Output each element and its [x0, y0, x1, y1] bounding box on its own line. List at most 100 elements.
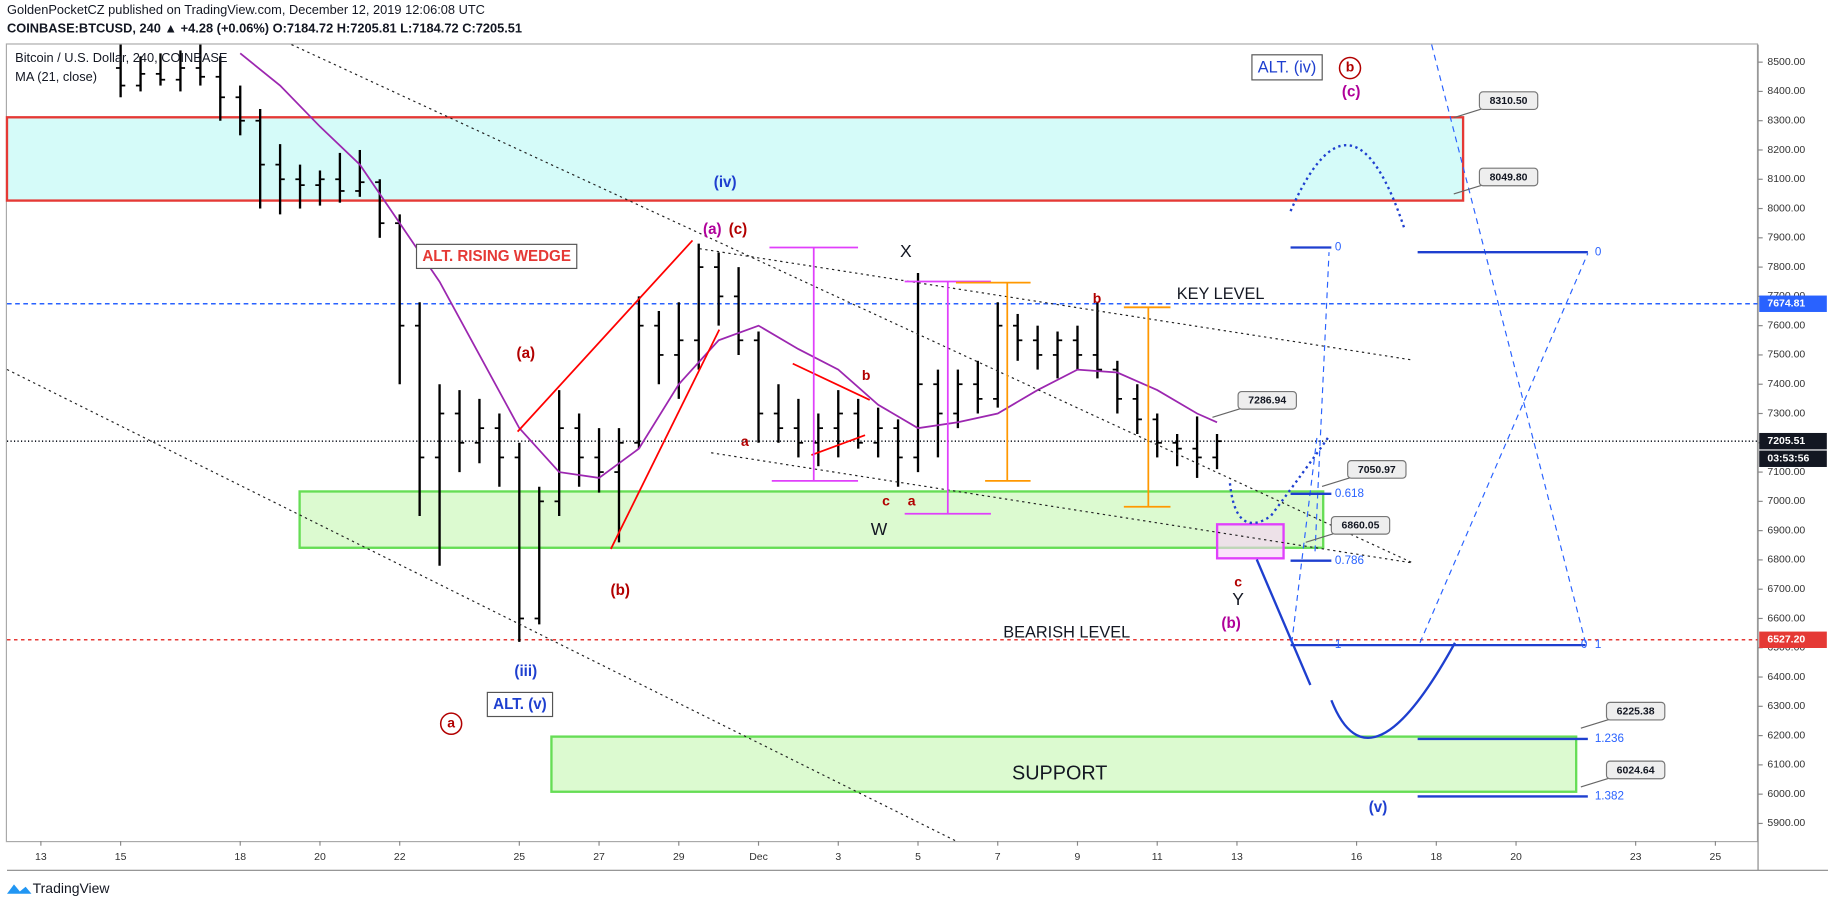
- arrow: [1330, 642, 1456, 739]
- y-tick-label: 8500.00: [1767, 56, 1805, 68]
- y-tick-label: 7000.00: [1767, 495, 1805, 507]
- annotation: (c): [1342, 84, 1361, 101]
- trendline: [6, 368, 957, 842]
- chart-title: Bitcoin / U.S. Dollar, 240, COINBASE: [15, 50, 228, 65]
- x-tick-label: 23: [1630, 851, 1642, 863]
- fib-label: 1.236: [1595, 732, 1624, 745]
- plot: [6, 44, 1759, 642]
- annotation: KEY LEVEL: [1177, 285, 1265, 303]
- indicator-label: MA (21, close): [15, 69, 97, 84]
- logo: [6, 884, 32, 894]
- annotation: ALT. (v): [493, 696, 547, 713]
- annotation: c: [1234, 574, 1242, 590]
- y-tick-label: 8200.00: [1767, 144, 1805, 156]
- trendline: [699, 248, 1414, 361]
- symbol-line: COINBASE:BTCUSD, 240 ▲ +4.28 (+0.06%) O:…: [7, 21, 522, 36]
- annotation-box: [486, 691, 554, 718]
- annotation: a: [741, 433, 749, 449]
- y-tick-label: 7900.00: [1767, 232, 1805, 244]
- arrow: [1255, 559, 1312, 686]
- footer: TradingView: [33, 880, 111, 896]
- x-tick-label: 11: [1152, 851, 1163, 863]
- callout-box: [1605, 760, 1666, 780]
- annotation: ALT. (iv): [1258, 58, 1317, 76]
- callout-label: 8310.50: [1490, 95, 1528, 107]
- fib-label: 0.618: [1335, 487, 1364, 500]
- callout-pointer: [1580, 718, 1612, 729]
- countdown: 03:53:56: [1767, 453, 1809, 465]
- annotation-box: [415, 243, 578, 270]
- callout-label: 8049.80: [1490, 171, 1528, 183]
- y-tick-label: 6700.00: [1767, 583, 1805, 595]
- wedge-line: [811, 434, 866, 456]
- trendline: [711, 452, 1414, 564]
- callout-pointer: [1321, 476, 1353, 487]
- drawings: [6, 44, 1589, 842]
- annotation: (b): [611, 582, 630, 599]
- callout-box: [1478, 167, 1539, 187]
- annotation-circle: [1338, 56, 1362, 80]
- x-tick-label: Dec: [749, 851, 768, 863]
- y-tick-label: 6300.00: [1767, 700, 1805, 712]
- x-tick-label: 13: [1231, 851, 1243, 863]
- x-tick-label: 15: [115, 851, 127, 863]
- wedge-line: [610, 329, 721, 550]
- fib-label: 1: [1335, 638, 1341, 651]
- annotation: Y: [1232, 589, 1244, 609]
- y-tick-label: 7800.00: [1767, 261, 1805, 273]
- y-tick-label: 6800.00: [1767, 554, 1805, 566]
- callout-box: [1347, 460, 1407, 479]
- annotation-circle: [439, 712, 463, 736]
- fib-label: 1.382: [1595, 790, 1624, 803]
- fib-label: 0: [1581, 638, 1588, 651]
- x-tick-label: 20: [1510, 851, 1522, 863]
- fib-label: 1: [1595, 638, 1601, 651]
- annotation: ALT. RISING WEDGE: [422, 248, 571, 265]
- wedge-line: [792, 362, 871, 401]
- price-tag-label: 7205.51: [1767, 435, 1805, 447]
- y-tick-label: 8100.00: [1767, 173, 1805, 185]
- y-tick-label: 8300.00: [1767, 114, 1805, 126]
- x-tick-label: 13: [35, 851, 47, 863]
- x-tick-label: 5: [915, 851, 921, 863]
- callout-box: [1478, 91, 1539, 111]
- callout-pointer: [1305, 532, 1337, 543]
- x-tick-label: 9: [1075, 851, 1081, 863]
- header: GoldenPocketCZ published on TradingView.…: [7, 2, 485, 17]
- annotation: a: [447, 714, 455, 730]
- x-tick-label: 18: [1430, 851, 1442, 863]
- y-tick-label: 6900.00: [1767, 524, 1805, 536]
- y-tick-label: 7100.00: [1767, 466, 1805, 478]
- fib-label: 0: [1595, 245, 1602, 258]
- moving-average: [239, 52, 1218, 479]
- annotation: (iii): [514, 663, 537, 680]
- annotation: b: [1093, 290, 1102, 306]
- callout-pointer: [1580, 776, 1612, 788]
- x-tick-label: 25: [513, 851, 525, 863]
- callout-box: [1330, 515, 1391, 535]
- callout-label: 6860.05: [1342, 520, 1380, 532]
- callout-label: 7286.94: [1248, 395, 1286, 407]
- wedge-line: [516, 239, 694, 433]
- y-tick-label: 5900.00: [1767, 817, 1805, 829]
- callout-box: [1605, 701, 1666, 721]
- annotation: c: [882, 493, 890, 509]
- price-tag-label: 6527.20: [1767, 634, 1805, 646]
- y-tick-label: 6100.00: [1767, 759, 1805, 771]
- price-tag: [1759, 432, 1827, 450]
- support-zone: [550, 735, 1578, 793]
- y-tick-label: 7600.00: [1767, 319, 1805, 331]
- callout-box: [1237, 390, 1297, 410]
- projection: [1289, 144, 1406, 231]
- y-tick-label: 7300.00: [1767, 407, 1805, 419]
- annotation: a: [908, 493, 916, 509]
- projection: [1228, 435, 1330, 525]
- annotation: (v): [1369, 799, 1388, 816]
- target-box: [1215, 523, 1285, 560]
- y-tick-label: 8400.00: [1767, 85, 1805, 97]
- annotation: (iv): [714, 174, 737, 191]
- annotation: (c): [729, 221, 748, 238]
- y-tick-label: 6000.00: [1767, 788, 1805, 800]
- x-tick-label: 29: [673, 851, 685, 863]
